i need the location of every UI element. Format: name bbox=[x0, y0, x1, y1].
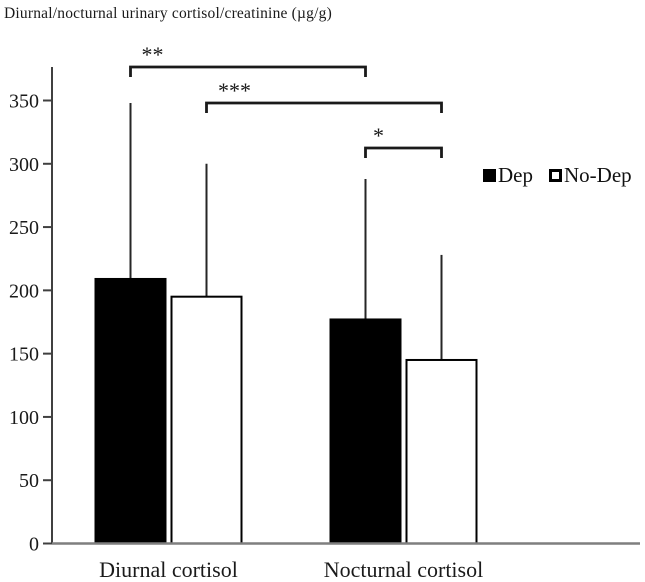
y-tick-label: 350 bbox=[9, 91, 39, 113]
bar-dep-1 bbox=[329, 318, 402, 545]
significance-label-3: * bbox=[373, 123, 384, 148]
legend-label-dep: Dep bbox=[498, 163, 533, 187]
legend-swatch-dep bbox=[483, 169, 496, 182]
legend-swatch-nodep bbox=[549, 169, 562, 182]
legend: Dep No-Dep bbox=[483, 165, 632, 186]
significance-label-2: *** bbox=[218, 78, 251, 103]
y-tick-label: 200 bbox=[9, 280, 39, 302]
x-category-label: Diurnal cortisol bbox=[99, 557, 238, 582]
y-tick-label: 300 bbox=[9, 154, 39, 176]
bar-dep-0 bbox=[94, 277, 167, 545]
legend-item-dep: Dep bbox=[483, 165, 533, 186]
y-tick-label: 150 bbox=[9, 344, 39, 366]
chart-title: Diurnal/nocturnal urinary cortisol/creat… bbox=[4, 5, 332, 22]
significance-bracket-3 bbox=[364, 146, 443, 158]
legend-item-nodep: No-Dep bbox=[549, 165, 632, 186]
y-tick-label: 250 bbox=[9, 217, 39, 239]
x-category-label: Nocturnal cortisol bbox=[324, 557, 483, 582]
y-tick-label: 100 bbox=[9, 407, 39, 429]
y-tick-label: 0 bbox=[29, 534, 39, 556]
significance-bracket-2 bbox=[205, 101, 443, 113]
bar-no-dep-0 bbox=[170, 295, 243, 545]
legend-label-nodep: No-Dep bbox=[564, 163, 632, 187]
significance-bracket-1 bbox=[129, 65, 367, 77]
y-tick-label: 50 bbox=[19, 470, 39, 492]
significance-label-1: ** bbox=[142, 42, 164, 67]
bar-no-dep-1 bbox=[405, 358, 478, 545]
